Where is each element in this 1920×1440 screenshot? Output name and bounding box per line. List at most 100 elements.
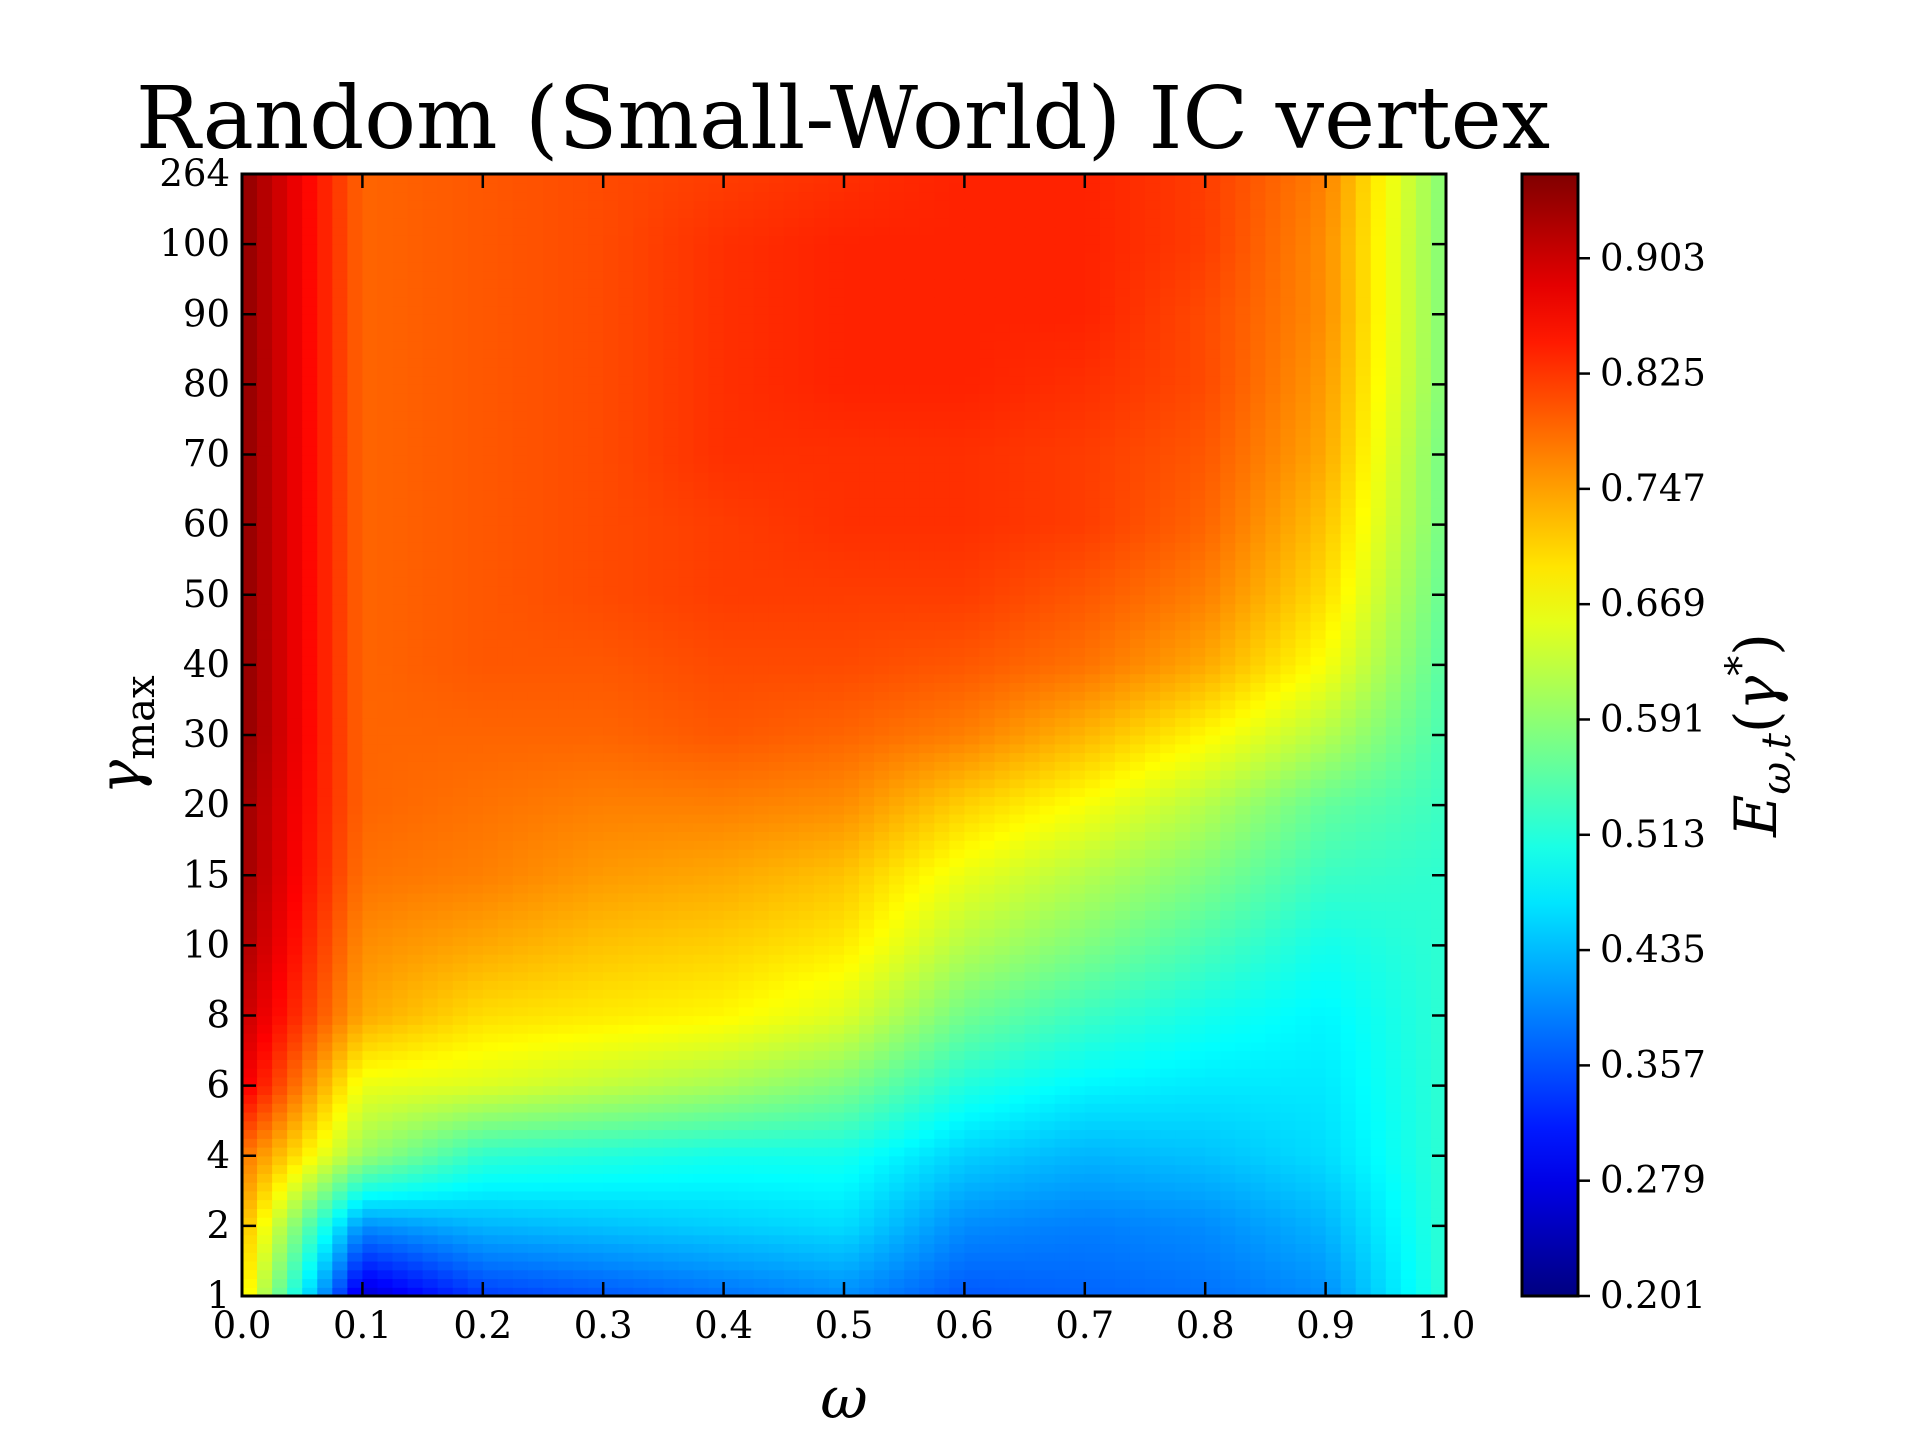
heatmap-cell [1370, 761, 1387, 771]
heatmap-cell [588, 989, 604, 999]
heatmap-cell [1099, 1208, 1116, 1218]
heatmap-cell [1129, 1164, 1146, 1174]
heatmap-cell [452, 997, 469, 1008]
heatmap-cell [1355, 997, 1372, 1008]
heatmap-cell [452, 1006, 469, 1017]
heatmap-cell [1129, 805, 1146, 815]
heatmap-cell [482, 1217, 499, 1227]
heatmap-cell [768, 875, 785, 885]
heatmap-cell [422, 1252, 439, 1262]
heatmap-cell [1340, 1252, 1357, 1262]
heatmap-cell [497, 875, 514, 885]
heatmap-cell [723, 1041, 740, 1052]
heatmap-cell [1099, 1190, 1116, 1201]
heatmap-cell [708, 1076, 725, 1087]
heatmap-cell [1039, 1059, 1056, 1069]
heatmap-cell [1310, 1164, 1327, 1174]
heatmap-cell [964, 1015, 981, 1025]
heatmap-cell [1385, 787, 1402, 797]
heatmap-cell [1160, 892, 1176, 903]
heatmap-cell [1220, 1155, 1236, 1166]
heatmap-cell [347, 822, 363, 833]
heatmap-cell [1054, 875, 1071, 885]
heatmap-cell [407, 778, 424, 789]
heatmap-cell [467, 1164, 484, 1174]
heatmap-cell [1024, 945, 1041, 955]
heatmap-cell [1175, 770, 1191, 780]
heatmap-cell [272, 1094, 288, 1104]
heatmap-cell [1054, 1050, 1071, 1060]
heatmap-cell [437, 1094, 454, 1104]
heatmap-cell [1265, 840, 1282, 850]
heatmap-cell [1084, 1006, 1101, 1017]
heatmap-cell [1145, 1094, 1161, 1104]
heatmap-cell [1415, 1190, 1432, 1201]
heatmap-cell [543, 962, 559, 973]
heatmap-cell [527, 1208, 544, 1218]
heatmap-cell [1310, 954, 1327, 964]
heatmap-cell [347, 1050, 363, 1060]
heatmap-cell [1175, 778, 1191, 789]
heatmap-cell [527, 1138, 544, 1148]
heatmap-cell [1265, 884, 1282, 894]
heatmap-cell [919, 1260, 935, 1271]
heatmap-cell [738, 1278, 755, 1288]
heatmap-cell [1129, 927, 1146, 938]
heatmap-cell [1039, 1024, 1056, 1034]
heatmap-cell [1145, 1217, 1161, 1227]
heatmap-cell [242, 1173, 258, 1183]
heatmap-cell [874, 1287, 890, 1297]
heatmap-cell [1265, 1208, 1282, 1218]
heatmap-cell [783, 1287, 800, 1297]
heatmap-cell [738, 1217, 755, 1227]
heatmap-cell [678, 1041, 695, 1052]
heatmap-cell [768, 1094, 785, 1104]
heatmap-cell [1280, 980, 1297, 990]
heatmap-cell [347, 989, 363, 999]
heatmap-cell [648, 1190, 664, 1201]
heatmap-cell [768, 1146, 785, 1157]
heatmap-cell [618, 840, 634, 850]
heatmap-cell [392, 813, 409, 824]
heatmap-cell [407, 1138, 424, 1148]
heatmap-cell [257, 1006, 273, 1017]
heatmap-cell [1175, 1094, 1191, 1104]
heatmap-cell [753, 831, 770, 841]
heatmap-cell [994, 1208, 1011, 1218]
heatmap-cell [422, 1173, 439, 1183]
heatmap-cell [1415, 831, 1432, 841]
heatmap-cell [813, 884, 830, 894]
heatmap-cell [1370, 1208, 1387, 1218]
heatmap-cell [828, 796, 845, 806]
heatmap-cell [1430, 1225, 1447, 1236]
heatmap-cell [407, 989, 424, 999]
heatmap-cell [603, 770, 619, 780]
heatmap-cell [979, 1006, 996, 1017]
heatmap-cell [452, 831, 469, 841]
heatmap-cell [452, 1225, 469, 1236]
heatmap-cell [512, 875, 529, 885]
heatmap-cell [1205, 892, 1221, 903]
heatmap-cell [573, 1287, 589, 1297]
heatmap-cell [979, 1225, 996, 1236]
heatmap-cell [272, 1129, 288, 1139]
heatmap-cell [302, 989, 318, 999]
heatmap-cell [407, 1269, 424, 1280]
heatmap-cell [377, 1120, 394, 1131]
heatmap-cell [768, 866, 785, 876]
heatmap-cell [919, 962, 935, 973]
heatmap-cell [452, 1138, 469, 1148]
heatmap-cell [257, 752, 273, 762]
heatmap-cell [407, 1006, 424, 1017]
heatmap-cell [949, 1094, 965, 1104]
heatmap-cell [708, 813, 725, 824]
heatmap-cell [934, 761, 950, 771]
heatmap-cell [783, 1024, 800, 1034]
heatmap-cell [1415, 962, 1432, 973]
heatmap-cell [889, 761, 905, 771]
heatmap-cell [693, 989, 710, 999]
heatmap-cell [1129, 1190, 1146, 1201]
heatmap-cell [618, 1094, 634, 1104]
heatmap-cell [738, 1155, 755, 1166]
heatmap-cell [1415, 866, 1432, 876]
